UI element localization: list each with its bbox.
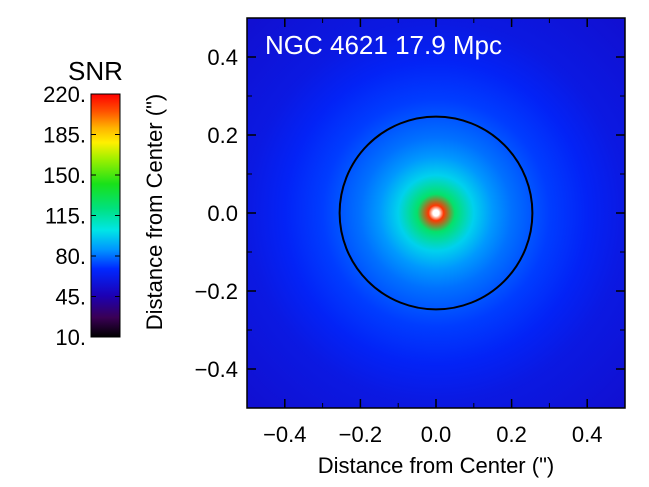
x-axis-label: Distance from Center (")	[318, 453, 554, 478]
colorbar-title: SNR	[68, 56, 123, 86]
colorbar-tick-label: 185.	[43, 123, 86, 148]
x-tick-label: 0.0	[421, 422, 452, 447]
y-tick-label: −0.2	[195, 279, 238, 304]
y-tick-label: −0.4	[195, 357, 238, 382]
aperture-circle	[338, 115, 534, 311]
y-tick-label: 0.2	[207, 123, 238, 148]
chart-title: NGC 4621 17.9 Mpc	[265, 30, 502, 60]
colorbar-tick-label: 150.	[43, 163, 86, 188]
colorbar-tick-label: 80.	[55, 244, 86, 269]
x-tick-label: 0.4	[572, 422, 603, 447]
colorbar-tick-label: 45.	[55, 285, 86, 310]
y-tick-label: 0.4	[207, 45, 238, 70]
heatmap-panel	[247, 18, 625, 408]
colorbar-tick-label: 220.	[43, 82, 86, 107]
y-tick-label: 0.0	[207, 201, 238, 226]
colorbar-tick-label: 10.	[55, 325, 86, 350]
y-axis-ticks: 0.4 0.2 0.0 −0.2 −0.4	[195, 17, 625, 409]
x-tick-label: 0.2	[496, 422, 527, 447]
y-axis-label: Distance from Center (")	[142, 94, 167, 330]
x-axis-ticks: −0.4 −0.2 0.0 0.2 0.4	[246, 18, 626, 447]
colorbar-tick-label: 115.	[45, 204, 86, 229]
x-tick-label: −0.2	[339, 422, 382, 447]
heatmap-snr-map	[247, 18, 625, 408]
x-tick-label: −0.4	[263, 422, 306, 447]
colorbar-ticks: 220. 185. 150. 115. 80. 45. 10.	[43, 82, 120, 350]
